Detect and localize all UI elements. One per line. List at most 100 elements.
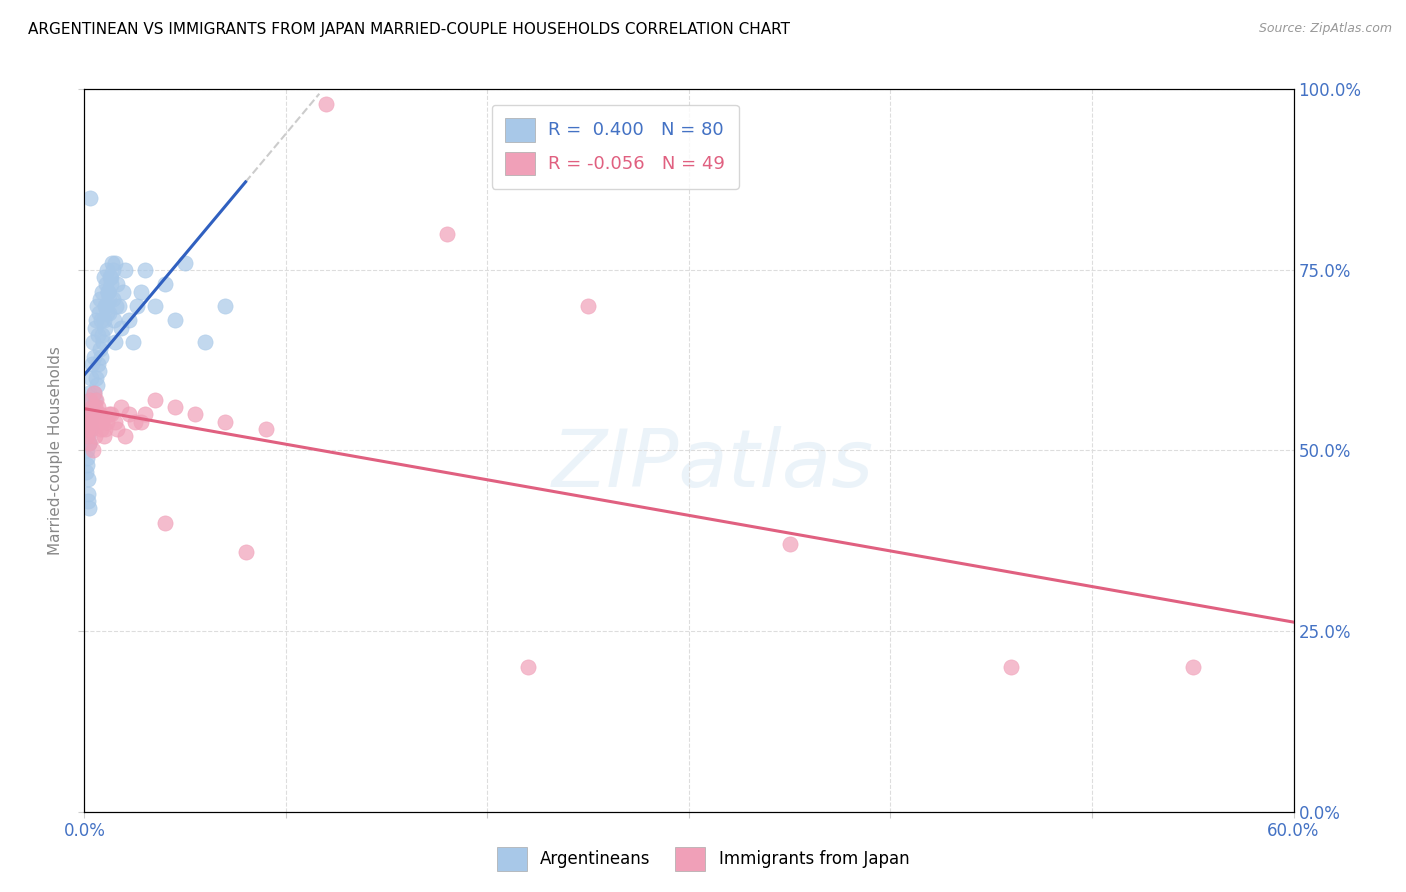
- Point: [94, 277, 117, 292]
- Point: [77, 415, 100, 429]
- Point: [101, 255, 124, 269]
- Point: [90, 313, 112, 327]
- Point: [98, 270, 121, 285]
- Point: [79, 422, 101, 436]
- Point: [100, 407, 122, 421]
- Point: [110, 400, 132, 414]
- Point: [83, 385, 105, 400]
- Text: Source: ZipAtlas.com: Source: ZipAtlas.com: [1258, 22, 1392, 36]
- Point: [143, 392, 166, 407]
- Point: [153, 277, 176, 292]
- Point: [111, 285, 134, 299]
- Point: [79, 385, 101, 400]
- Point: [86, 392, 108, 407]
- Point: [83, 392, 105, 407]
- Point: [254, 422, 277, 436]
- Point: [104, 415, 127, 429]
- Point: [165, 313, 187, 327]
- Point: [96, 285, 118, 299]
- Point: [79, 415, 101, 429]
- Point: [82, 415, 104, 429]
- Point: [143, 299, 166, 313]
- Point: [86, 313, 108, 327]
- Point: [87, 357, 110, 371]
- Point: [87, 364, 110, 378]
- Point: [82, 400, 104, 414]
- Point: [118, 407, 141, 421]
- Point: [125, 299, 148, 313]
- Point: [1000, 660, 1022, 674]
- Point: [315, 96, 337, 111]
- Point: [576, 299, 599, 313]
- Point: [96, 415, 118, 429]
- Point: [82, 443, 104, 458]
- Point: [77, 436, 100, 450]
- Point: [118, 313, 141, 327]
- Point: [93, 313, 115, 327]
- Point: [76, 472, 98, 486]
- Point: [165, 400, 187, 414]
- Point: [105, 422, 128, 436]
- Point: [83, 350, 105, 364]
- Point: [76, 458, 98, 472]
- Point: [76, 450, 98, 465]
- Point: [105, 277, 128, 292]
- Point: [91, 415, 114, 429]
- Point: [84, 371, 107, 385]
- Point: [89, 292, 111, 306]
- Point: [91, 334, 114, 349]
- Point: [90, 350, 112, 364]
- Point: [90, 422, 112, 436]
- Point: [75, 465, 97, 479]
- Point: [80, 422, 103, 436]
- Point: [129, 285, 152, 299]
- Point: [101, 262, 124, 277]
- Point: [89, 306, 111, 320]
- Point: [89, 343, 111, 357]
- Point: [100, 277, 122, 292]
- Text: ZIPatlas: ZIPatlas: [553, 425, 875, 504]
- Text: ARGENTINEAN VS IMMIGRANTS FROM JAPAN MARRIED-COUPLE HOUSEHOLDS CORRELATION CHART: ARGENTINEAN VS IMMIGRANTS FROM JAPAN MAR…: [28, 22, 790, 37]
- Point: [77, 429, 100, 443]
- Point: [93, 270, 115, 285]
- Point: [86, 378, 108, 392]
- Point: [103, 313, 125, 327]
- Point: [76, 443, 98, 458]
- Point: [779, 537, 801, 551]
- Point: [114, 429, 136, 443]
- Point: [104, 334, 127, 349]
- Point: [107, 299, 129, 313]
- Point: [97, 407, 120, 421]
- Point: [110, 320, 132, 334]
- Point: [77, 436, 100, 450]
- Point: [100, 270, 122, 285]
- Point: [77, 407, 100, 421]
- Point: [94, 320, 117, 334]
- Point: [134, 407, 156, 421]
- Point: [194, 334, 217, 349]
- Point: [91, 327, 114, 342]
- Point: [77, 436, 100, 450]
- Point: [86, 407, 108, 421]
- Point: [91, 285, 114, 299]
- Legend: Argentineans, Immigrants from Japan: Argentineans, Immigrants from Japan: [488, 839, 918, 880]
- Y-axis label: Married-couple Households: Married-couple Households: [48, 346, 63, 555]
- Point: [1181, 660, 1204, 674]
- Point: [105, 299, 128, 313]
- Legend: R =  0.400   N = 80, R = -0.056   N = 49: R = 0.400 N = 80, R = -0.056 N = 49: [492, 104, 738, 188]
- Point: [89, 415, 111, 429]
- Point: [214, 299, 236, 313]
- Point: [93, 429, 115, 443]
- Point: [79, 415, 101, 429]
- Point: [93, 299, 115, 313]
- Point: [114, 262, 136, 277]
- Point: [79, 191, 101, 205]
- Point: [76, 429, 98, 443]
- Point: [124, 415, 146, 429]
- Point: [93, 422, 115, 436]
- Point: [76, 422, 98, 436]
- Point: [516, 660, 538, 674]
- Point: [80, 400, 103, 414]
- Point: [80, 407, 103, 421]
- Point: [87, 327, 110, 342]
